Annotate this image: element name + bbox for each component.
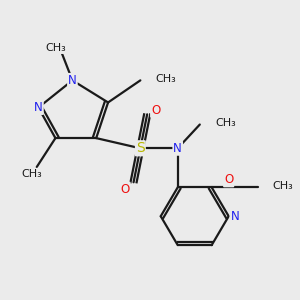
Text: N: N	[68, 74, 77, 87]
Text: CH₃: CH₃	[21, 169, 42, 179]
Text: CH₃: CH₃	[273, 181, 294, 191]
Text: N: N	[34, 101, 43, 114]
Text: O: O	[151, 104, 160, 117]
Text: S: S	[136, 141, 145, 155]
Text: CH₃: CH₃	[156, 74, 176, 84]
Text: O: O	[224, 173, 233, 186]
Text: CH₃: CH₃	[215, 118, 236, 128]
Text: N: N	[230, 210, 239, 223]
Text: N: N	[173, 142, 182, 155]
Text: CH₃: CH₃	[45, 43, 66, 53]
Text: O: O	[120, 183, 130, 196]
